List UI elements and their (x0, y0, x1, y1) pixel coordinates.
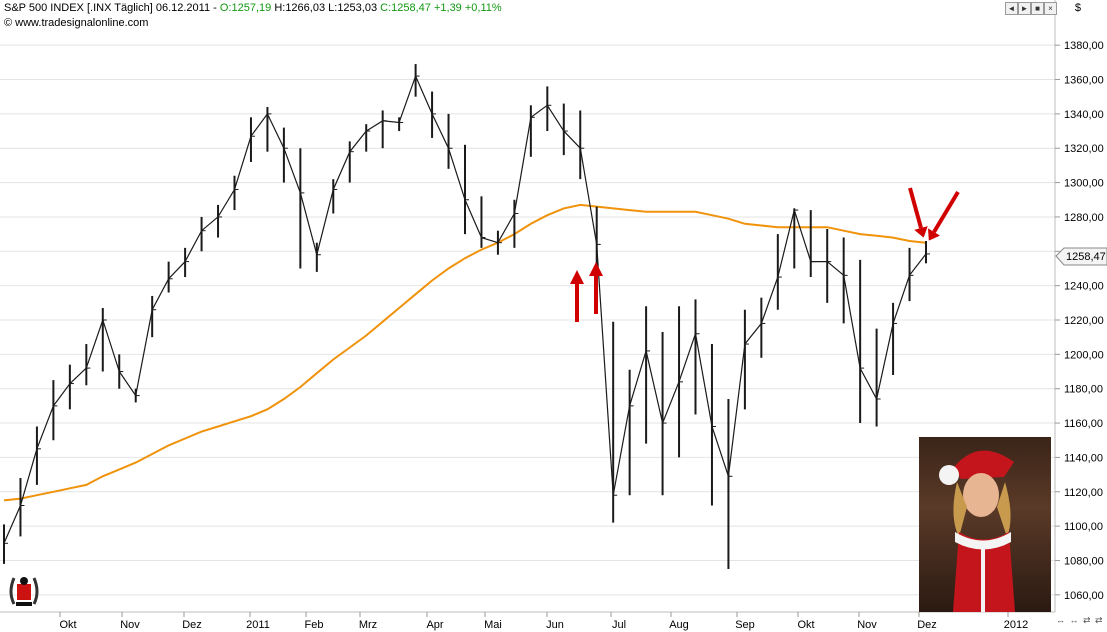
red-arrow-icon (570, 270, 584, 322)
currency-label: $ (1074, 2, 1081, 14)
moving-average-layer (3, 203, 927, 502)
x-axis-ticks: Okt Nov Dez 2011 Feb Mrz Apr Mai Jun Jul Aug Sep Okt… (59, 612, 1028, 631)
x-tick-label: Dez (917, 619, 937, 631)
y-tick-label: 1240,00 (1064, 281, 1104, 293)
y-tick-label: 1140,00 (1064, 452, 1103, 464)
y-axis-ticks: 1060,00 1080,00 1100,00 1120,00 1140,00 1160,… (1055, 40, 1104, 602)
x-tick-label: Feb (305, 619, 324, 631)
x-tick-label: Okt (797, 619, 814, 631)
last-price-tag: 1258,47 (1055, 247, 1107, 266)
y-tick-label: 1360,00 (1064, 75, 1104, 87)
x-tick-label: Nov (857, 619, 877, 631)
y-tick-label: 1320,00 (1064, 143, 1104, 155)
price-line (3, 74, 927, 544)
scroll-arrows-icon[interactable]: ↔ ↔ ⇄ ⇄ (1056, 615, 1104, 625)
x-tick-label: Aug (669, 619, 689, 631)
y-tick-label: 1300,00 (1064, 178, 1104, 190)
x-tick-label: Sep (735, 619, 755, 631)
y-tick-label: 1160,00 (1064, 418, 1103, 430)
quote-low: L:1253,03 (328, 2, 378, 14)
quote-header: S&P 500 INDEX [.INX Täglich] 06.12.2011 … (4, 2, 502, 14)
next-button[interactable]: ► (1018, 2, 1031, 15)
y-tick-label: 1220,00 (1064, 315, 1104, 327)
last-price-tag-box (1055, 247, 1107, 266)
source-label: © www.tradesignalonline.com (4, 17, 149, 29)
y-tick-label: 1060,00 (1064, 590, 1104, 602)
x-tick-label: Dez (182, 619, 202, 631)
red-arrow-icon (589, 262, 603, 314)
quote-high: H:1266,03 (274, 2, 326, 14)
y-tick-label: 1280,00 (1064, 212, 1104, 224)
y-tick-label: 1180,00 (1064, 384, 1103, 396)
prev-button[interactable]: ◄ (1005, 2, 1018, 15)
moving-average-line (3, 203, 927, 502)
close-button[interactable]: × (1044, 2, 1057, 15)
x-tick-label: Mai (484, 619, 502, 631)
x-tick-label: 2011 (246, 619, 270, 631)
x-tick-label: Okt (59, 619, 76, 631)
x-tick-label: Mrz (359, 619, 377, 631)
santa-figure-icon (939, 450, 1015, 612)
laurel-logo-icon (9, 577, 39, 606)
quote-change: +1,39 (433, 2, 462, 14)
promo-photo (919, 437, 1051, 612)
y-tick-label: 1380,00 (1064, 40, 1104, 52)
x-tick-label: Apr (426, 619, 443, 631)
quote-symbol: S&P 500 INDEX [.INX Täglich] (4, 2, 153, 14)
quote-close: C:1258,47 (380, 2, 431, 14)
x-tick-label: Nov (120, 619, 140, 631)
red-arrow-icon (927, 190, 960, 241)
y-tick-label: 1200,00 (1064, 349, 1104, 361)
arrow-annotations (570, 187, 960, 322)
y-tick-label: 1340,00 (1064, 109, 1104, 121)
grid (0, 44, 1055, 596)
x-tick-label: Jul (612, 619, 626, 631)
y-tick-label: 1120,00 (1064, 487, 1103, 499)
last-price-label: 1258,47 (1066, 251, 1106, 263)
x-tick-label: Jun (546, 619, 564, 631)
x-tick-label: 2012 (1004, 619, 1028, 631)
red-arrow-icon (908, 187, 928, 238)
quote-change-pct: +0,11% (464, 2, 502, 14)
quote-open: O:1257,19 (219, 2, 272, 14)
quote-date: 06.12.2011 (155, 2, 211, 14)
price-bars (3, 64, 930, 570)
y-tick-label: 1080,00 (1064, 555, 1104, 567)
expand-button[interactable]: ■ (1031, 2, 1044, 15)
y-tick-label: 1100,00 (1064, 521, 1103, 533)
